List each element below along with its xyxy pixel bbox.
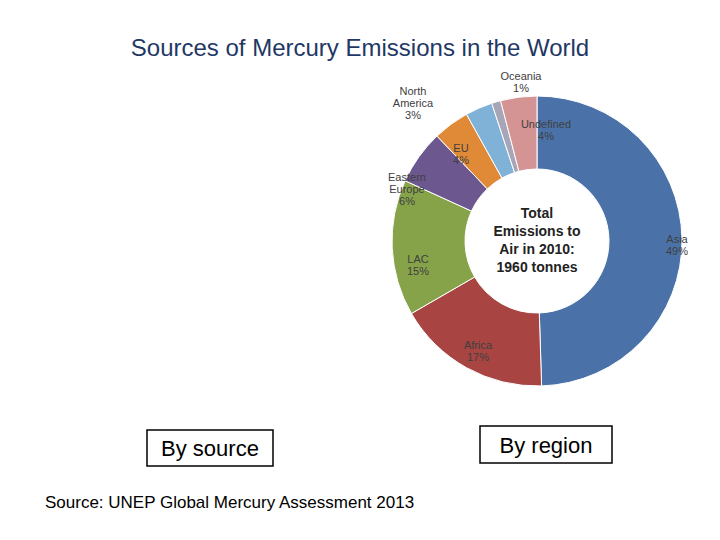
data-label-value: 1% [513,82,529,94]
data-label: NorthAmerica3% [393,85,434,121]
data-label-value: 6% [399,195,415,207]
data-label-name: EU [453,142,468,154]
data-label-value: 17% [467,351,489,363]
data-label-name: America [393,97,434,109]
data-label-name: Oceania [501,70,543,82]
data-label-value: 49% [666,245,688,257]
data-label: Oceania1% [501,70,543,94]
data-label-value: 4% [453,154,469,166]
caption-box [480,426,612,463]
center-text-line: Total [521,205,553,221]
data-label-name: Europe [389,183,424,195]
data-label-name: Asia [666,233,688,245]
center-text-line: Emissions to [493,223,580,239]
caption-box [147,430,273,466]
slices [392,96,682,386]
data-label: Asia49% [666,233,689,257]
source: Source: UNEP Global Mercury Assessment 2… [45,493,414,512]
data-label: Africa17% [464,339,493,363]
chart: Sources of Mercury Emissions in the Worl… [0,0,720,540]
data-label-name: North [400,85,427,97]
title: Sources of Mercury Emissions in the Worl… [131,34,589,61]
data-label-name: LAC [407,253,428,265]
data-label-value: 15% [407,265,429,277]
data-label: EasternEurope6% [388,171,426,207]
data-label: LAC15% [407,253,429,277]
center-text: Total Emissions to Air in 2010: 1960 tonnes [493,205,580,275]
data-label: EU4% [453,142,469,166]
data-label-value: 4% [538,130,554,142]
center-text-line: 1960 tonnes [497,259,578,275]
center-text-line: Air in 2010: [499,241,574,257]
data-label: Undefined4% [521,118,571,142]
data-label-name: Africa [464,339,493,351]
data-label-name: Eastern [388,171,426,183]
caption: By region [500,433,593,458]
data-label-name: Undefined [521,118,571,130]
data-label-value: 3% [405,109,421,121]
caption: By source [161,436,259,461]
slice [501,96,537,171]
